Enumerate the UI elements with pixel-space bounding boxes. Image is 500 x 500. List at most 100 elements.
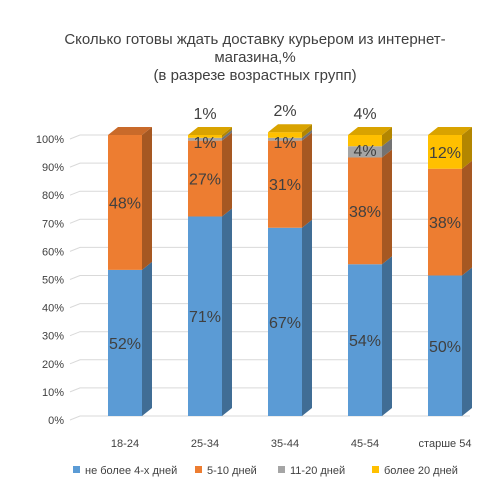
bar-segment bbox=[188, 208, 232, 416]
bar-top bbox=[108, 127, 152, 135]
x-tick-label: 25-34 bbox=[191, 438, 219, 450]
bar bbox=[348, 264, 382, 416]
gridline bbox=[69, 303, 470, 309]
bar-top bbox=[268, 124, 312, 133]
legend: не более 4-х дней 5-10 дней 11-20 дней боле… bbox=[73, 465, 458, 477]
bar-segment bbox=[188, 129, 232, 141]
bar-segment bbox=[268, 132, 312, 228]
legend-swatch bbox=[195, 466, 202, 473]
legend-label: 5-10 дней bbox=[207, 465, 257, 477]
data-label: 12% bbox=[429, 145, 461, 162]
y-axis: 0% 10% 20% 30% 40% 50% 60% 70% 80% 90% 100% bbox=[36, 134, 64, 427]
y-tick-label: 100% bbox=[36, 134, 64, 146]
bar-segment bbox=[108, 261, 152, 416]
data-label: 4% bbox=[353, 106, 376, 123]
bar-top bbox=[348, 127, 392, 135]
bar bbox=[268, 227, 302, 416]
legend-item: не более 4-х дней bbox=[73, 465, 177, 477]
bar-side bbox=[302, 124, 312, 138]
bar bbox=[268, 137, 302, 141]
bar-segment bbox=[348, 138, 392, 158]
bar-side bbox=[382, 127, 392, 147]
bar-side bbox=[382, 138, 392, 158]
bar-segment bbox=[188, 132, 232, 217]
legend-label: не более 4-х дней bbox=[85, 465, 177, 477]
x-tick-label: старше 54 bbox=[419, 438, 472, 450]
bar-segment bbox=[268, 129, 312, 141]
bar-segment bbox=[268, 124, 312, 138]
data-label: 1% bbox=[273, 135, 296, 152]
y-tick-label: 90% bbox=[42, 162, 64, 174]
y-tick-label: 20% bbox=[42, 359, 64, 371]
legend-item: 5-10 дней bbox=[195, 465, 257, 477]
bar-segment bbox=[348, 127, 392, 147]
chart-title-line-3: (в разрезе возрастных групп) bbox=[153, 67, 356, 84]
data-label: 71% bbox=[189, 309, 221, 326]
bars bbox=[108, 124, 472, 416]
x-tick-label: 45-54 bbox=[351, 438, 379, 450]
gridline bbox=[69, 218, 470, 224]
gridlines bbox=[69, 134, 470, 421]
bar bbox=[188, 137, 222, 141]
bar bbox=[348, 157, 382, 265]
bar-top bbox=[428, 127, 472, 135]
data-label: 1% bbox=[193, 135, 216, 152]
data-label: 67% bbox=[269, 315, 301, 332]
data-label: 38% bbox=[349, 204, 381, 221]
x-tick-label: 35-44 bbox=[271, 438, 299, 450]
bar-segment bbox=[348, 149, 392, 265]
bar-segment bbox=[428, 267, 472, 416]
gridline bbox=[69, 246, 470, 252]
bar bbox=[188, 135, 222, 138]
bar-segment bbox=[268, 219, 312, 416]
bar-side bbox=[222, 127, 232, 138]
data-label: 27% bbox=[189, 172, 221, 189]
data-label: 48% bbox=[109, 195, 141, 212]
gridline bbox=[69, 275, 470, 280]
y-tick-label: 70% bbox=[42, 218, 64, 230]
bar-side bbox=[222, 208, 232, 416]
data-label: 52% bbox=[109, 336, 141, 353]
gridline bbox=[69, 387, 470, 393]
gridline bbox=[69, 359, 470, 365]
bar-side bbox=[142, 127, 152, 270]
bar bbox=[188, 140, 222, 217]
bar bbox=[428, 168, 462, 276]
legend-label: более 20 дней bbox=[384, 465, 458, 477]
bar-side bbox=[222, 132, 232, 217]
bar bbox=[268, 132, 302, 138]
y-tick-label: 10% bbox=[42, 387, 64, 399]
bar-segment bbox=[188, 127, 232, 138]
bar-side bbox=[382, 256, 392, 416]
bar bbox=[108, 269, 142, 416]
y-tick-label: 80% bbox=[42, 190, 64, 202]
y-tick-label: 30% bbox=[42, 331, 64, 343]
data-labels: 52% 48% 71% 27% 1% 1% 67% 31% 1% 2% 54% 38% 4% 4% 50% 3… bbox=[109, 103, 461, 356]
chart-title: Сколько готовы ждать доставку курьером и… bbox=[64, 31, 445, 84]
data-label: 31% bbox=[269, 177, 301, 194]
data-label: 54% bbox=[349, 333, 381, 350]
chart-title-line-1: Сколько готовы ждать доставку курьером и… bbox=[64, 31, 445, 48]
bar-segment bbox=[428, 160, 472, 276]
data-label: 2% bbox=[273, 103, 296, 120]
chart-title-line-2: магазина,% bbox=[214, 49, 295, 66]
bar-side bbox=[222, 129, 232, 141]
data-label: 1% bbox=[193, 106, 216, 123]
y-tick-label: 50% bbox=[42, 275, 64, 287]
gridline bbox=[69, 134, 470, 140]
legend-item: 11-20 дней bbox=[278, 465, 345, 477]
bar-top bbox=[188, 127, 232, 135]
data-label: 50% bbox=[429, 339, 461, 356]
gridline bbox=[69, 162, 470, 168]
bar-side bbox=[382, 149, 392, 265]
bar bbox=[268, 140, 302, 228]
x-axis: 18-24 25-34 35-44 45-54 старше 54 bbox=[111, 438, 472, 450]
bar-side bbox=[462, 127, 472, 169]
legend-swatch bbox=[278, 466, 285, 473]
legend-swatch bbox=[372, 466, 379, 473]
bar bbox=[108, 135, 142, 270]
bar-side bbox=[142, 261, 152, 416]
bar bbox=[188, 216, 222, 416]
bar bbox=[348, 146, 382, 158]
